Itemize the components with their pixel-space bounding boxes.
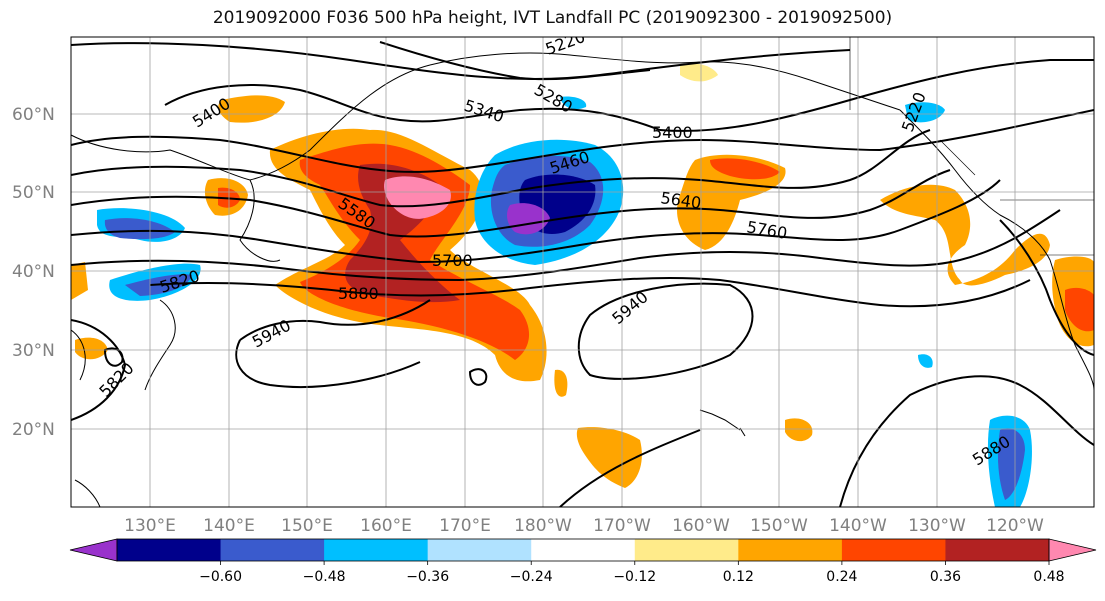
contour-label: 5880 xyxy=(338,284,379,303)
colorbar-border xyxy=(116,538,1050,562)
colorbar-tick-label: −0.12 xyxy=(613,569,656,585)
lon-label: 170°E xyxy=(439,516,491,536)
longitude-labels: 130°E 140°E 150°E 160°E 170°E 180°W 170°… xyxy=(124,516,1044,536)
contour-label: 5400 xyxy=(652,123,693,142)
lat-label: 50°N xyxy=(12,183,55,203)
colorbar-segment xyxy=(531,539,636,561)
contour-label: 5700 xyxy=(432,251,473,270)
colorbar-segment xyxy=(841,539,946,561)
height-contours xyxy=(71,41,1094,507)
colorbar-tick-label: −0.60 xyxy=(199,569,242,585)
lon-label: 130°W xyxy=(908,516,966,536)
colorbar-extend-high xyxy=(1048,538,1097,562)
colorbar-tick-label: 0.12 xyxy=(723,569,754,585)
map-grid xyxy=(71,37,1094,507)
colorbar-tick-label: 0.24 xyxy=(826,569,857,585)
colorbar-tick-label: 0.36 xyxy=(930,569,961,585)
map-title: 2019092000 F036 500 hPa height, IVT Land… xyxy=(212,8,893,28)
lon-label: 120°W xyxy=(986,516,1044,536)
colorbar-segment xyxy=(324,539,429,561)
latitude-labels: 60°N 50°N 40°N 30°N 20°N xyxy=(12,105,55,440)
lon-label: 180°W xyxy=(514,516,572,536)
colorbar-tick-label: −0.24 xyxy=(510,569,553,585)
negative-anomaly-field xyxy=(97,96,1032,507)
lon-label: 150°E xyxy=(281,516,333,536)
colorbar: −0.60 −0.48 −0.36 −0.24 −0.12 0.12 0.24 0.36 0.4… xyxy=(69,538,1097,585)
lon-label: 160°E xyxy=(360,516,412,536)
colorbar-segment xyxy=(220,539,325,561)
lat-label: 20°N xyxy=(12,420,55,440)
colorbar-extend-low xyxy=(69,538,118,562)
colorbar-tick-label: 0.48 xyxy=(1033,569,1064,585)
map-border xyxy=(70,36,1095,508)
lat-label: 30°N xyxy=(12,341,55,361)
colorbar-segment xyxy=(117,539,222,561)
lon-label: 140°W xyxy=(829,516,887,536)
colorbar-segment xyxy=(634,539,739,561)
colorbar-segment xyxy=(945,539,1050,561)
lon-label: 140°E xyxy=(203,516,255,536)
colorbar-segment xyxy=(427,539,532,561)
lon-label: 130°E xyxy=(124,516,176,536)
colorbar-tick-label: −0.48 xyxy=(303,569,346,585)
lon-label: 150°W xyxy=(750,516,808,536)
lat-label: 40°N xyxy=(12,262,55,282)
lon-label: 170°W xyxy=(593,516,651,536)
lat-label: 60°N xyxy=(12,105,55,125)
colorbar-tick-label: −0.36 xyxy=(406,569,449,585)
colorbar-segment xyxy=(738,539,843,561)
lon-label: 160°W xyxy=(672,516,730,536)
